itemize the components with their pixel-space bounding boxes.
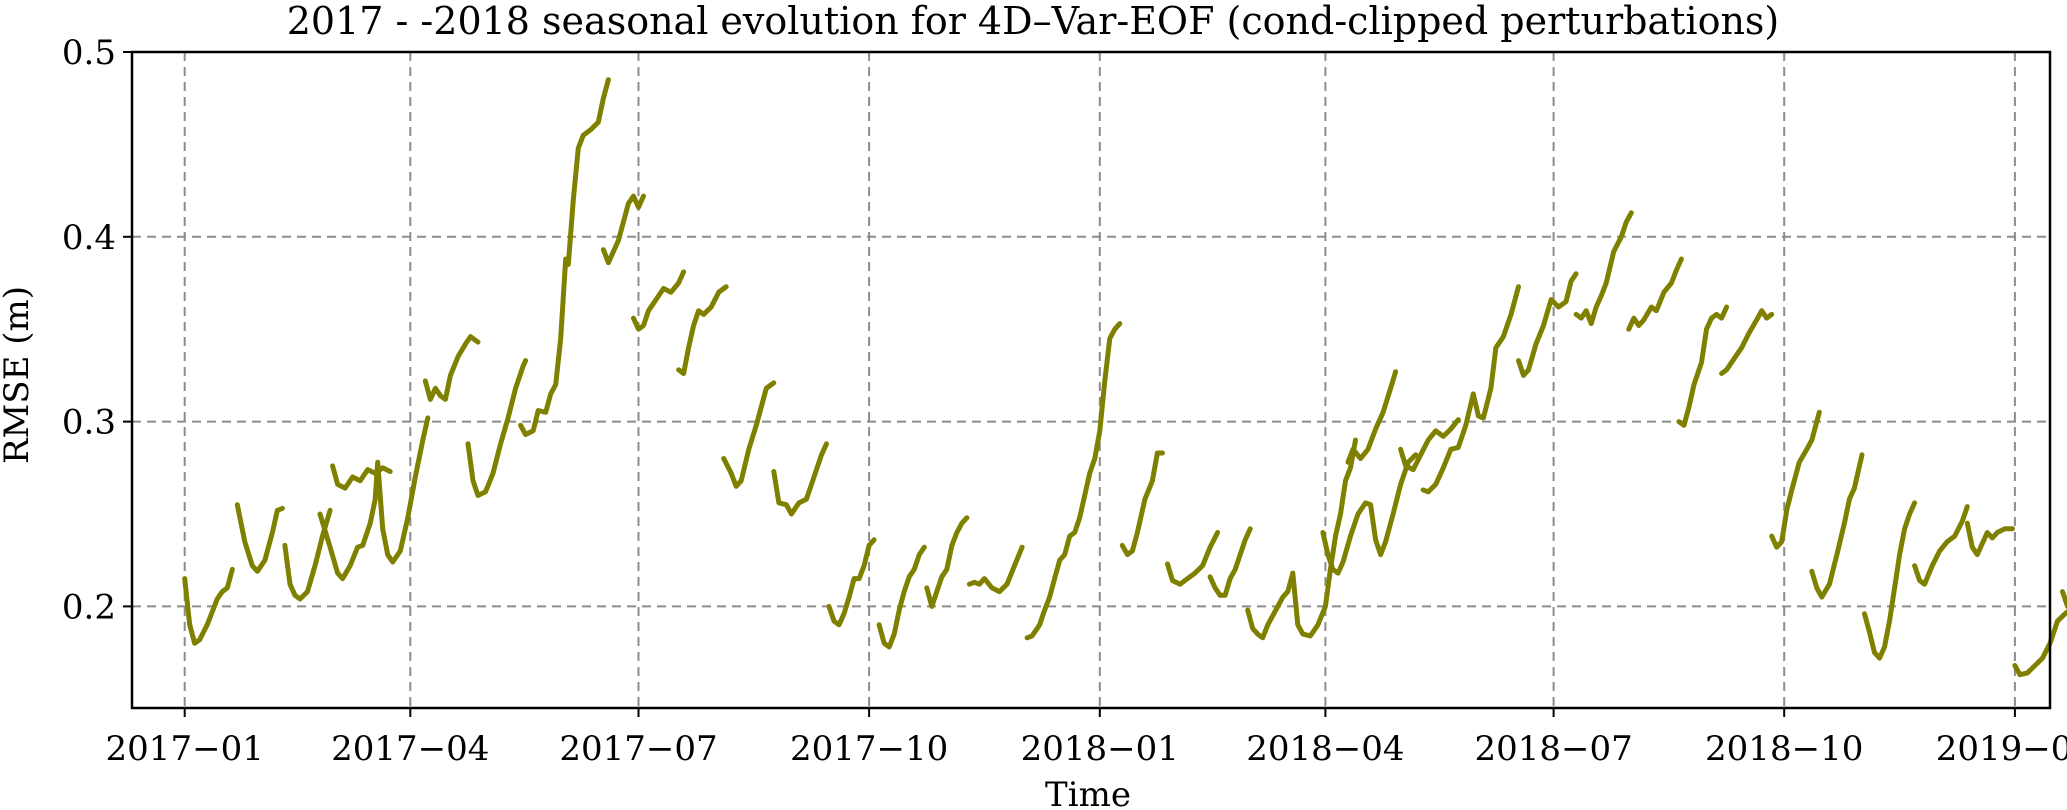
x-tick-label: 2017−01	[106, 729, 264, 769]
rmse-series-segment	[1862, 500, 1918, 661]
rmse-series-segment	[317, 415, 431, 582]
rmse-series-segment	[1420, 284, 1521, 495]
y-tick-label: 0.3	[62, 403, 116, 443]
rmse-series-segment	[1245, 437, 1358, 641]
rmse-series-segment	[771, 441, 829, 517]
rmse-series-segment	[1320, 452, 1419, 576]
rmse-series-segment	[1024, 321, 1123, 641]
rmse-series-segment	[234, 502, 285, 574]
rmse-series-segment	[1809, 452, 1865, 600]
rmse-series-segment	[1119, 450, 1165, 558]
rmse-series-segment	[1964, 520, 2015, 558]
rmse-series-segment	[1719, 308, 1775, 376]
rmse-series-segment	[182, 566, 235, 646]
rmse-series-segment	[826, 537, 877, 628]
chart-title: 2017 - -2018 seasonal evolution for 4D–V…	[287, 0, 1780, 43]
rmse-series-segment	[465, 358, 529, 498]
rmse-series-segment	[1207, 526, 1253, 598]
x-axis-label: Time	[1045, 775, 1131, 810]
series-layer	[182, 77, 2067, 678]
rmse-series-segment	[1676, 304, 1730, 428]
y-tick-label: 0.2	[62, 587, 116, 627]
x-tick-label: 2018−10	[1705, 729, 1863, 769]
x-tick-label: 2017−07	[559, 729, 717, 769]
rmse-series-segment	[924, 515, 970, 609]
rmse-series-segment	[1769, 409, 1822, 550]
y-axis-ticks: 0.2 0.3 0.4 0.5	[62, 33, 132, 627]
y-axis-label: RMSE (m)	[0, 286, 37, 464]
x-tick-label: 2018−07	[1474, 729, 1632, 769]
rmse-series-segment	[1912, 504, 1970, 587]
x-tick-label: 2019−01	[1936, 729, 2067, 769]
rmse-series-segment	[518, 77, 611, 437]
x-tick-label: 2017−04	[331, 729, 489, 769]
rmse-series-segment	[876, 544, 927, 650]
x-tick-label: 2017−10	[790, 729, 948, 769]
rmse-series-segment	[721, 380, 777, 489]
y-tick-label: 0.4	[62, 218, 116, 258]
rmse-series-segment	[630, 269, 687, 332]
x-tick-label: 2018−01	[1021, 729, 1179, 769]
rmse-series-segment	[1626, 256, 1684, 332]
x-tick-label: 2018−04	[1246, 729, 1404, 769]
x-axis-ticks: 2017−01 2017−04 2017−07 2017−10 2018−01 2018−…	[106, 708, 2067, 769]
plot-frame	[130, 50, 2052, 710]
rmse-series-segment	[2060, 589, 2067, 609]
rmse-series-segment	[966, 544, 1025, 595]
rmse-series-segment	[1345, 369, 1399, 465]
rmse-series-segment	[1573, 210, 1634, 327]
rmse-series-segment	[676, 284, 729, 376]
rmse-series-segment	[1516, 271, 1579, 378]
rmse-series-segment	[1165, 530, 1221, 587]
rmse-series-segment	[2012, 609, 2067, 678]
rmse-series-segment	[600, 193, 646, 266]
rmse-series-segment	[282, 507, 333, 602]
rmse-series-segment	[422, 334, 481, 402]
grid-lines	[132, 51, 2050, 708]
y-tick-label: 0.5	[62, 33, 116, 73]
